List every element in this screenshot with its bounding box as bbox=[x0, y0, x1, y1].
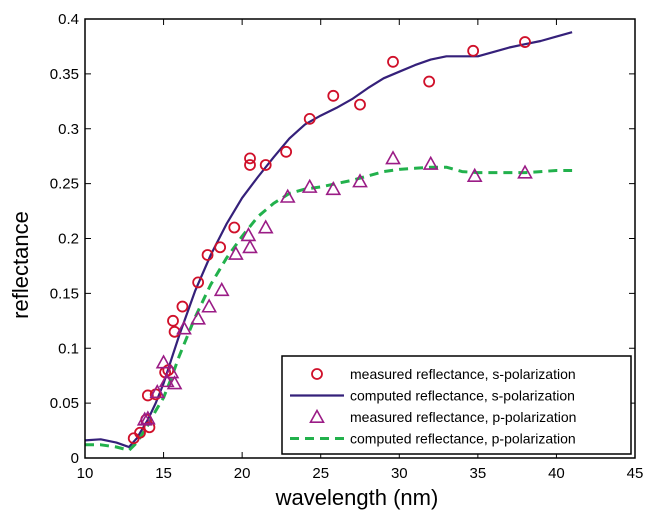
y-tick-label: 0.35 bbox=[50, 66, 79, 83]
data-point-measured-p bbox=[240, 227, 257, 242]
y-axis-label: reflectance bbox=[8, 211, 33, 319]
data-point-measured-s bbox=[228, 221, 241, 234]
y-tick-label: 0.05 bbox=[50, 395, 79, 412]
data-point-measured-s bbox=[280, 145, 293, 158]
data-point-measured-s bbox=[192, 276, 205, 289]
data-point-measured-s bbox=[259, 159, 272, 171]
data-point-measured-s bbox=[167, 314, 179, 327]
data-point-measured-p bbox=[176, 320, 192, 335]
x-tick-label: 20 bbox=[234, 465, 251, 482]
data-point-measured-p bbox=[155, 354, 172, 369]
data-point-measured-p bbox=[190, 310, 207, 325]
y-tick-label: 0.3 bbox=[58, 121, 79, 138]
data-point-measured-s bbox=[327, 89, 340, 102]
data-point-measured-s bbox=[244, 152, 256, 165]
data-point-measured-s bbox=[519, 36, 531, 48]
data-point-measured-p bbox=[517, 164, 533, 179]
legend-marker-sample bbox=[309, 408, 325, 424]
data-point-measured-p bbox=[257, 219, 274, 234]
legend-entry-label: measured reflectance, p-polarization bbox=[350, 409, 576, 425]
y-tick-label: 0 bbox=[71, 450, 79, 467]
x-tick-label: 30 bbox=[391, 465, 408, 482]
data-point-measured-p bbox=[352, 173, 368, 188]
data-point-measured-p bbox=[136, 411, 153, 426]
x-tick-label: 25 bbox=[312, 465, 329, 482]
data-point-measured-p bbox=[139, 410, 156, 425]
data-point-measured-s bbox=[423, 75, 436, 88]
axes: 10 15 20 25 30 35 40 45 0 0.05 0.1 0.15 0.2 0.25 0.3 0.… bbox=[50, 11, 644, 482]
data-point-measured-p bbox=[213, 281, 230, 297]
legend-entry-label: computed reflectance, p-polarization bbox=[350, 431, 576, 447]
x-tick-label: 40 bbox=[548, 465, 565, 482]
data-point-measured-s bbox=[134, 426, 146, 439]
data-point-measured-p bbox=[466, 167, 483, 182]
legend-marker-sample bbox=[311, 368, 323, 380]
data-point-measured-s bbox=[387, 55, 399, 68]
data-point-measured-p bbox=[201, 298, 218, 313]
y-tick-label: 0.15 bbox=[50, 285, 79, 302]
data-point-measured-s bbox=[168, 325, 181, 338]
data-point-measured-p bbox=[149, 384, 166, 399]
data-point-measured-p bbox=[422, 155, 439, 170]
plot-area bbox=[84, 31, 573, 452]
data-point-measured-p bbox=[385, 150, 401, 165]
x-tick-label: 35 bbox=[470, 465, 487, 482]
x-tick-label: 10 bbox=[77, 465, 94, 482]
data-point-measured-p bbox=[158, 373, 175, 388]
data-point-measured-p bbox=[325, 180, 342, 196]
data-point-measured-s bbox=[303, 112, 316, 125]
data-point-measured-p bbox=[227, 245, 244, 260]
legend: measured reflectance, s-polarization comp… bbox=[281, 355, 632, 455]
x-tick-label: 45 bbox=[627, 465, 644, 482]
series-line-computed-s bbox=[84, 31, 573, 449]
y-tick-label: 0.2 bbox=[58, 231, 79, 248]
data-point-measured-p bbox=[166, 375, 183, 390]
data-point-measured-p bbox=[301, 178, 318, 193]
data-point-measured-s bbox=[244, 159, 256, 171]
data-point-measured-s bbox=[141, 389, 154, 402]
x-axis-label: wavelength (nm) bbox=[275, 485, 439, 510]
data-point-measured-s bbox=[354, 98, 366, 111]
data-point-measured-s bbox=[214, 241, 227, 254]
data-point-measured-p bbox=[242, 239, 258, 254]
data-point-measured-p bbox=[279, 188, 296, 203]
data-point-measured-s bbox=[176, 300, 189, 313]
legend-entry-label: computed reflectance, s-polarization bbox=[350, 388, 575, 404]
x-tick-label: 15 bbox=[155, 465, 172, 482]
y-tick-label: 0.25 bbox=[50, 176, 79, 193]
y-tick-label: 0.1 bbox=[58, 340, 79, 357]
data-point-measured-s bbox=[467, 44, 480, 57]
legend-entry-label: measured reflectance, s-polarization bbox=[350, 366, 576, 382]
data-point-measured-p bbox=[163, 364, 180, 379]
y-tick-label: 0.4 bbox=[58, 11, 79, 28]
data-point-measured-s bbox=[201, 249, 214, 261]
